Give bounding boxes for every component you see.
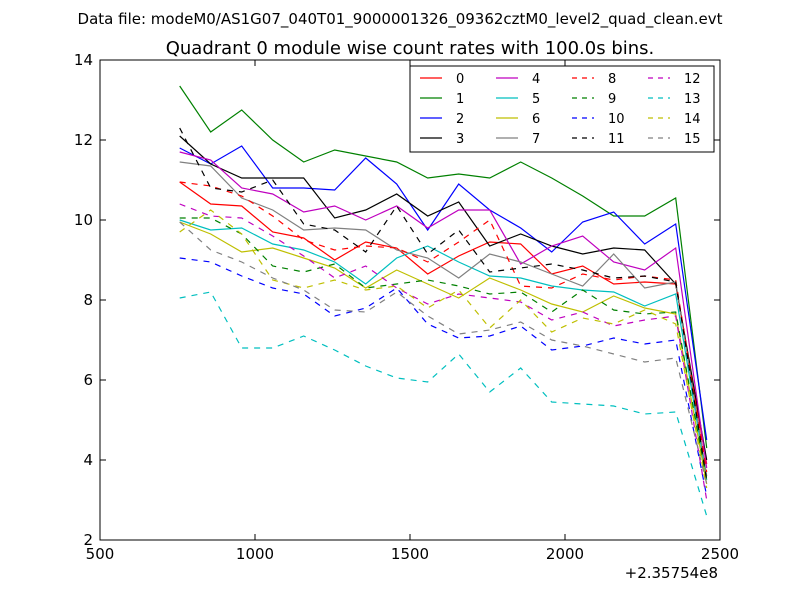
y-tick-label: 4: [83, 451, 93, 469]
x-tick-label: 1500: [391, 545, 429, 563]
series-line-4: [179, 151, 708, 469]
x-tick-label: 1000: [236, 545, 274, 563]
legend-label-2: 2: [456, 112, 464, 127]
legend-label-0: 0: [456, 72, 464, 87]
x-axis-offset-label: +2.35754e8: [625, 564, 718, 582]
y-tick-label: 12: [74, 131, 93, 149]
plot-lines: [179, 85, 708, 517]
series-line-3: [179, 135, 708, 461]
series-line-12: [179, 203, 708, 501]
legend-label-9: 9: [608, 92, 616, 107]
x-axis: 500 1000 1500 2000 2500: [86, 60, 739, 563]
series-line-7: [179, 161, 708, 477]
legend-label-3: 3: [456, 132, 464, 147]
legend-label-7: 7: [532, 132, 540, 147]
x-tick-label: 2500: [701, 545, 739, 563]
chart-suptitle: Data file: modeM0/AS1G07_040T01_90000013…: [78, 10, 723, 29]
legend-label-8: 8: [608, 72, 616, 87]
legend-label-1: 1: [456, 92, 464, 107]
series-line-11: [179, 127, 708, 481]
series-line-14: [179, 209, 708, 489]
series-line-2: [179, 145, 708, 441]
legend-label-11: 11: [608, 132, 625, 147]
legend-label-10: 10: [608, 112, 625, 127]
y-tick-label: 14: [74, 51, 93, 69]
series-line-0: [179, 181, 708, 465]
series-line-5: [179, 219, 708, 481]
series-line-10: [179, 257, 708, 497]
x-tick-label: 2000: [546, 545, 584, 563]
legend-label-4: 4: [532, 72, 540, 87]
series-line-13: [179, 291, 708, 517]
legend-label-14: 14: [684, 112, 701, 127]
series-line-9: [179, 217, 708, 481]
legend-box: [409, 65, 715, 153]
legend-label-13: 13: [684, 92, 701, 107]
y-tick-label: 2: [83, 531, 93, 549]
series-line-1: [179, 85, 708, 449]
series-line-6: [179, 221, 708, 485]
y-tick-label: 8: [83, 291, 93, 309]
y-tick-label: 10: [74, 211, 93, 229]
chart-title: Quadrant 0 module wise count rates with …: [166, 38, 655, 59]
legend-label-5: 5: [532, 92, 540, 107]
y-tick-label: 6: [83, 371, 93, 389]
series-line-15: [179, 221, 708, 485]
x-tick-label: 500: [86, 545, 115, 563]
series-line-8: [179, 181, 708, 473]
legend-label-12: 12: [684, 72, 701, 87]
legend-label-6: 6: [532, 112, 540, 127]
legend-label-15: 15: [684, 132, 701, 147]
